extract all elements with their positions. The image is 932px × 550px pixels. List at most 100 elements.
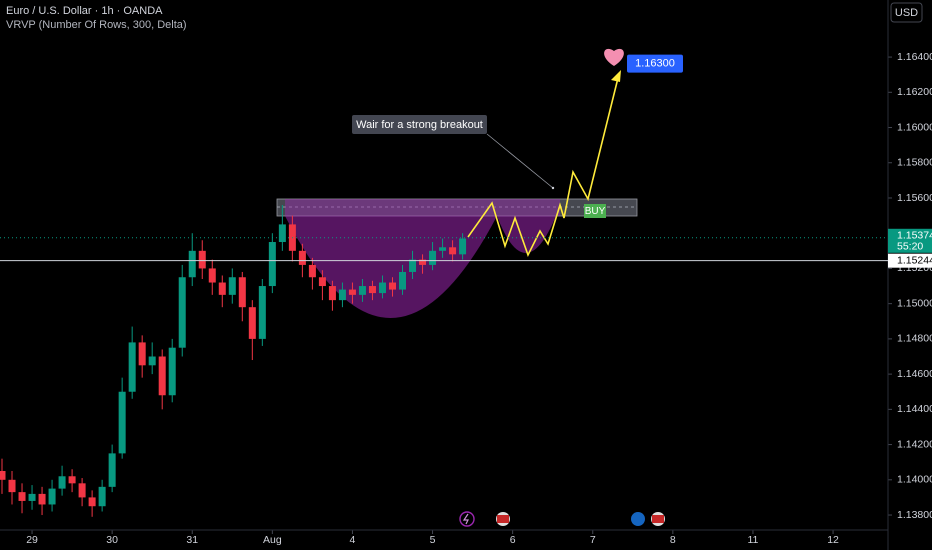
candle-body [98,486,106,507]
event-icon [459,511,475,527]
candle-body [348,289,356,295]
candle-body [28,493,36,501]
candle-body [298,250,306,265]
currency-label[interactable]: USD [895,7,918,19]
candle-body [58,476,66,489]
indicator-title: VRVP (Number Of Rows, 300, Delta) [6,19,187,31]
candle-body [178,277,186,348]
candle-body [88,497,96,507]
event-icon [652,515,664,523]
candle-body [388,282,396,290]
candle-body [158,356,166,396]
y-tick-label: 1.16000 [897,121,932,133]
annotation-leader [486,133,554,189]
candle-body [409,259,417,272]
x-tick-label: 29 [26,534,38,546]
candle-body [318,277,326,287]
candle-body [128,342,136,392]
candle-body [248,307,256,339]
x-tick-label: 8 [670,534,676,546]
candle-body [18,492,26,501]
last-price-box [888,228,932,253]
y-tick-label: 1.15800 [897,157,932,169]
y-tick-label: 1.16400 [897,51,932,63]
overlay: 1.13800 1.14000 1.14200 1.14400 1.14600 1.148… [0,51,932,546]
line-price-box [888,253,932,268]
candle-body [308,264,316,278]
candle-body [419,259,427,265]
annotation-text: Wair for a strong breakout [356,119,483,131]
target-box [627,54,683,73]
heart-icon [604,48,624,66]
candle-body [238,277,246,308]
candle-body [268,242,276,287]
y-tick-label: 1.16200 [897,86,932,98]
y-tick-label: 1.13800 [897,509,932,521]
candle-body [0,470,6,480]
cup-shape [285,216,497,318]
candle-body [358,286,366,295]
candle-body [48,488,56,505]
candle-body [198,250,206,269]
candle-body [399,271,407,290]
candle-body [439,247,447,251]
buy-box [584,204,606,218]
y-tick-label: 1.14800 [897,333,932,345]
y-tick-label: 1.14600 [897,368,932,380]
y-tick-label: 1.14400 [897,403,932,415]
event-icon [631,512,645,526]
candle-body [8,479,16,493]
candles [0,205,467,517]
y-tick-label: 1.14000 [897,474,932,486]
buy-label: BUY [585,206,606,217]
candle-body [368,286,376,294]
candle-body [168,347,176,396]
x-tick-label: 11 [747,534,758,546]
candle-body [68,476,76,484]
candle-body [228,277,236,295]
candle-body [78,483,86,498]
x-tick-label: Aug [263,534,282,546]
grid [0,0,892,550]
annotation-box [352,115,487,134]
candle-body [108,453,116,487]
candle-body [328,286,336,301]
candle-body [188,250,196,278]
target-label: 1.16300 [635,58,675,70]
currency-button[interactable] [890,2,923,23]
zone-tint [285,199,560,216]
candle-body [38,493,46,505]
y-tick-label: 1.14200 [897,438,932,450]
candle-body [118,391,126,454]
x-tick-label: 7 [590,534,596,546]
candle-body [338,289,346,301]
x-tick-label: 12 [827,534,839,546]
event-icon [462,513,469,525]
candle-body [278,224,286,243]
event-icon [497,515,509,523]
arrow-head [611,70,621,82]
x-tick-label: 30 [106,534,118,546]
candle-body [378,282,386,294]
countdown-label: 55:20 [897,241,923,253]
candle-body [429,250,437,265]
candle-body [218,282,226,295]
candle-body [148,356,156,366]
line-price-label: 1.15244 [897,254,932,266]
symbol-title: Euro / U.S. Dollar · 1h · OANDA [6,5,163,17]
x-tick-label: 5 [430,534,436,546]
candle-body [449,247,457,255]
last-price-label: 1.15374 [897,230,932,242]
x-tick-label: 4 [350,534,356,546]
x-tick-label: 31 [186,534,198,546]
annotation-dot [551,186,555,190]
y-tick-label: 1.15600 [897,192,932,204]
candle-body [208,268,216,283]
x-tick-label: 6 [510,534,516,546]
candle-body [138,342,146,366]
candle-body [459,238,467,255]
y-tick-label: 1.15000 [897,297,932,309]
candle-body [258,286,266,339]
